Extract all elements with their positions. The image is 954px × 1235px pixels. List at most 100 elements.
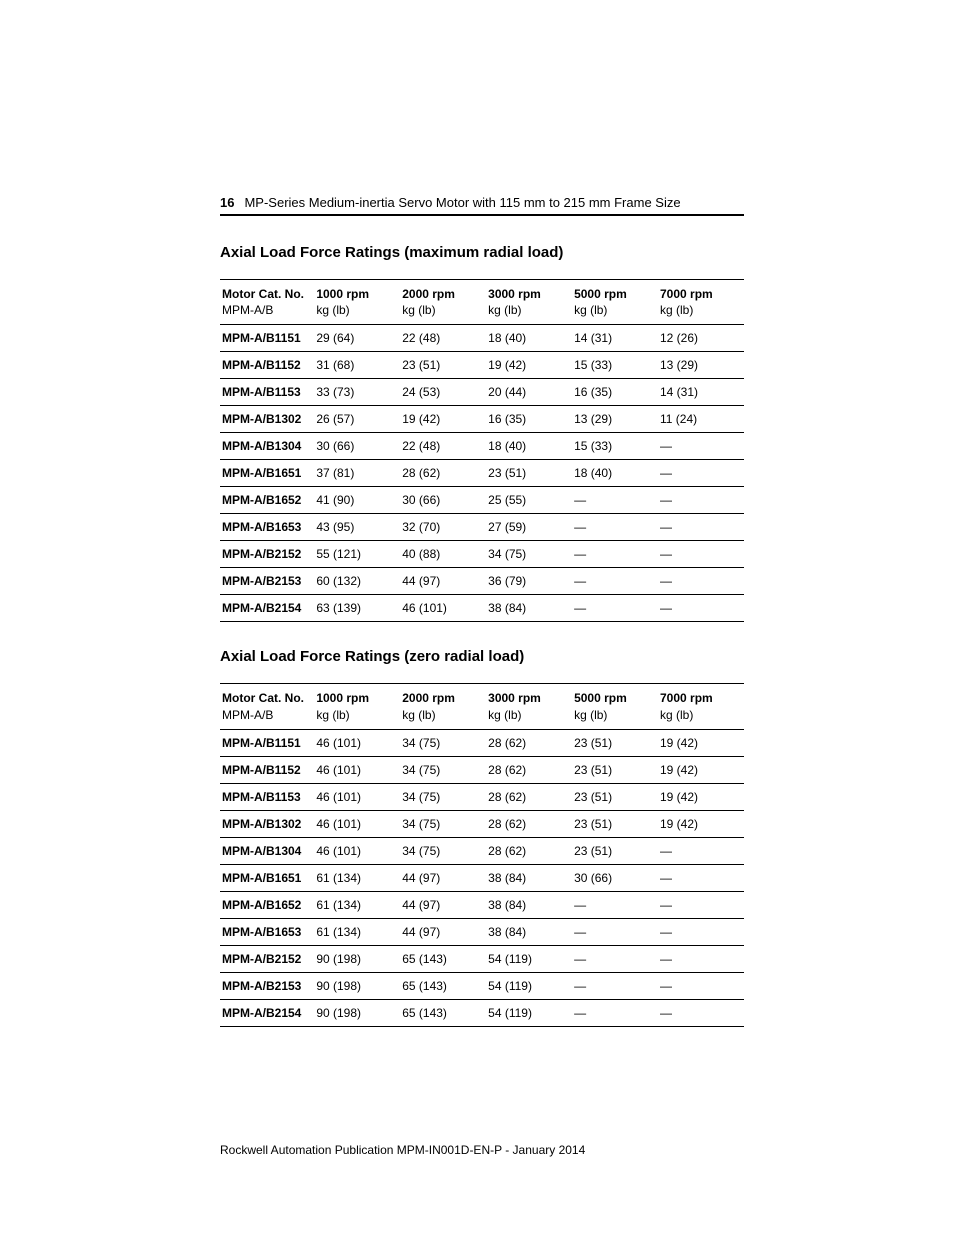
- cell-catno: MPM-A/B1152: [220, 756, 314, 783]
- table-row: MPM-A/B130446 (101)34 (75)28 (62)23 (51)…: [220, 837, 744, 864]
- cell-value: 37 (81): [314, 460, 400, 487]
- cell-value: 13 (29): [658, 352, 744, 379]
- cell-value: 90 (198): [314, 945, 400, 972]
- cell-catno: MPM-A/B1652: [220, 891, 314, 918]
- col-header-2000rpm: 2000 rpm kg (lb): [400, 684, 486, 729]
- cell-catno: MPM-A/B2152: [220, 541, 314, 568]
- cell-value: 38 (84): [486, 918, 572, 945]
- cell-catno: MPM-A/B1652: [220, 487, 314, 514]
- cell-catno: MPM-A/B1651: [220, 864, 314, 891]
- cell-value: 55 (121): [314, 541, 400, 568]
- cell-value: 44 (97): [400, 864, 486, 891]
- table-row: MPM-A/B130430 (66)22 (48)18 (40)15 (33)—: [220, 433, 744, 460]
- cell-value: —: [658, 999, 744, 1026]
- cell-value: 46 (101): [314, 729, 400, 756]
- cell-value: 29 (64): [314, 325, 400, 352]
- cell-value: —: [658, 945, 744, 972]
- section-title-max-radial: Axial Load Force Ratings (maximum radial…: [220, 244, 744, 261]
- col-header-catno: Motor Cat. No. MPM-A/B: [220, 684, 314, 729]
- cell-value: 15 (33): [572, 352, 658, 379]
- cell-value: 18 (40): [486, 325, 572, 352]
- cell-value: 28 (62): [486, 729, 572, 756]
- col-header-5000rpm: 5000 rpm kg (lb): [572, 280, 658, 325]
- cell-catno: MPM-A/B2154: [220, 999, 314, 1026]
- cell-value: —: [658, 595, 744, 622]
- table-row: MPM-A/B215463 (139)46 (101)38 (84)——: [220, 595, 744, 622]
- cell-catno: MPM-A/B1653: [220, 918, 314, 945]
- table-row: MPM-A/B115129 (64)22 (48)18 (40)14 (31)1…: [220, 325, 744, 352]
- cell-catno: MPM-A/B1304: [220, 837, 314, 864]
- cell-value: 34 (75): [400, 756, 486, 783]
- col-header-2000rpm: 2000 rpm kg (lb): [400, 280, 486, 325]
- cell-value: 46 (101): [314, 810, 400, 837]
- table-row: MPM-A/B215290 (198)65 (143)54 (119)——: [220, 945, 744, 972]
- cell-value: 25 (55): [486, 487, 572, 514]
- cell-value: 28 (62): [486, 783, 572, 810]
- cell-value: 28 (62): [486, 810, 572, 837]
- cell-value: 34 (75): [400, 729, 486, 756]
- cell-value: 14 (31): [658, 379, 744, 406]
- cell-value: —: [658, 487, 744, 514]
- cell-value: 46 (101): [400, 595, 486, 622]
- cell-value: 23 (51): [572, 756, 658, 783]
- cell-value: 90 (198): [314, 999, 400, 1026]
- table-row: MPM-A/B165261 (134)44 (97)38 (84)——: [220, 891, 744, 918]
- cell-value: 34 (75): [400, 837, 486, 864]
- col-header-5000rpm: 5000 rpm kg (lb): [572, 684, 658, 729]
- cell-value: —: [658, 460, 744, 487]
- cell-value: 44 (97): [400, 568, 486, 595]
- cell-value: 38 (84): [486, 595, 572, 622]
- col-header-3000rpm: 3000 rpm kg (lb): [486, 684, 572, 729]
- table-header-row: Motor Cat. No. MPM-A/B 1000 rpm kg (lb) …: [220, 684, 744, 729]
- document-title: MP-Series Medium-inertia Servo Motor wit…: [244, 195, 680, 210]
- cell-value: 19 (42): [658, 756, 744, 783]
- table-row: MPM-A/B165361 (134)44 (97)38 (84)——: [220, 918, 744, 945]
- table-row: MPM-A/B165161 (134)44 (97)38 (84)30 (66)…: [220, 864, 744, 891]
- cell-value: 18 (40): [486, 433, 572, 460]
- table-row: MPM-A/B115333 (73)24 (53)20 (44)16 (35)1…: [220, 379, 744, 406]
- cell-catno: MPM-A/B2152: [220, 945, 314, 972]
- cell-value: 18 (40): [572, 460, 658, 487]
- cell-value: 38 (84): [486, 891, 572, 918]
- cell-value: —: [658, 541, 744, 568]
- cell-value: 43 (95): [314, 514, 400, 541]
- cell-value: 27 (59): [486, 514, 572, 541]
- cell-value: 41 (90): [314, 487, 400, 514]
- header-rule: [220, 214, 744, 216]
- cell-value: 15 (33): [572, 433, 658, 460]
- cell-value: 34 (75): [400, 810, 486, 837]
- cell-value: —: [658, 837, 744, 864]
- cell-catno: MPM-A/B1151: [220, 729, 314, 756]
- cell-value: 38 (84): [486, 864, 572, 891]
- table-row: MPM-A/B215490 (198)65 (143)54 (119)——: [220, 999, 744, 1026]
- section-title-zero-radial: Axial Load Force Ratings (zero radial lo…: [220, 648, 744, 665]
- cell-value: 28 (62): [486, 756, 572, 783]
- cell-value: 13 (29): [572, 406, 658, 433]
- cell-value: 19 (42): [486, 352, 572, 379]
- cell-value: 16 (35): [486, 406, 572, 433]
- page-header: 16 MP-Series Medium-inertia Servo Motor …: [220, 195, 744, 210]
- table-row: MPM-A/B215360 (132)44 (97)36 (79)——: [220, 568, 744, 595]
- cell-value: —: [658, 433, 744, 460]
- cell-value: 33 (73): [314, 379, 400, 406]
- table-row: MPM-A/B115231 (68)23 (51)19 (42)15 (33)1…: [220, 352, 744, 379]
- cell-value: —: [658, 891, 744, 918]
- cell-value: 46 (101): [314, 837, 400, 864]
- cell-catno: MPM-A/B1304: [220, 433, 314, 460]
- table-row: MPM-A/B165343 (95)32 (70)27 (59)——: [220, 514, 744, 541]
- cell-value: 61 (134): [314, 918, 400, 945]
- cell-value: 23 (51): [486, 460, 572, 487]
- cell-value: 28 (62): [486, 837, 572, 864]
- cell-value: —: [572, 999, 658, 1026]
- cell-value: 34 (75): [486, 541, 572, 568]
- table-row: MPM-A/B115246 (101)34 (75)28 (62)23 (51)…: [220, 756, 744, 783]
- cell-value: 61 (134): [314, 891, 400, 918]
- col-header-catno: Motor Cat. No. MPM-A/B: [220, 280, 314, 325]
- cell-value: 44 (97): [400, 918, 486, 945]
- cell-value: 12 (26): [658, 325, 744, 352]
- cell-value: 11 (24): [658, 406, 744, 433]
- cell-value: 19 (42): [400, 406, 486, 433]
- cell-catno: MPM-A/B1653: [220, 514, 314, 541]
- cell-catno: MPM-A/B2153: [220, 972, 314, 999]
- cell-value: —: [658, 514, 744, 541]
